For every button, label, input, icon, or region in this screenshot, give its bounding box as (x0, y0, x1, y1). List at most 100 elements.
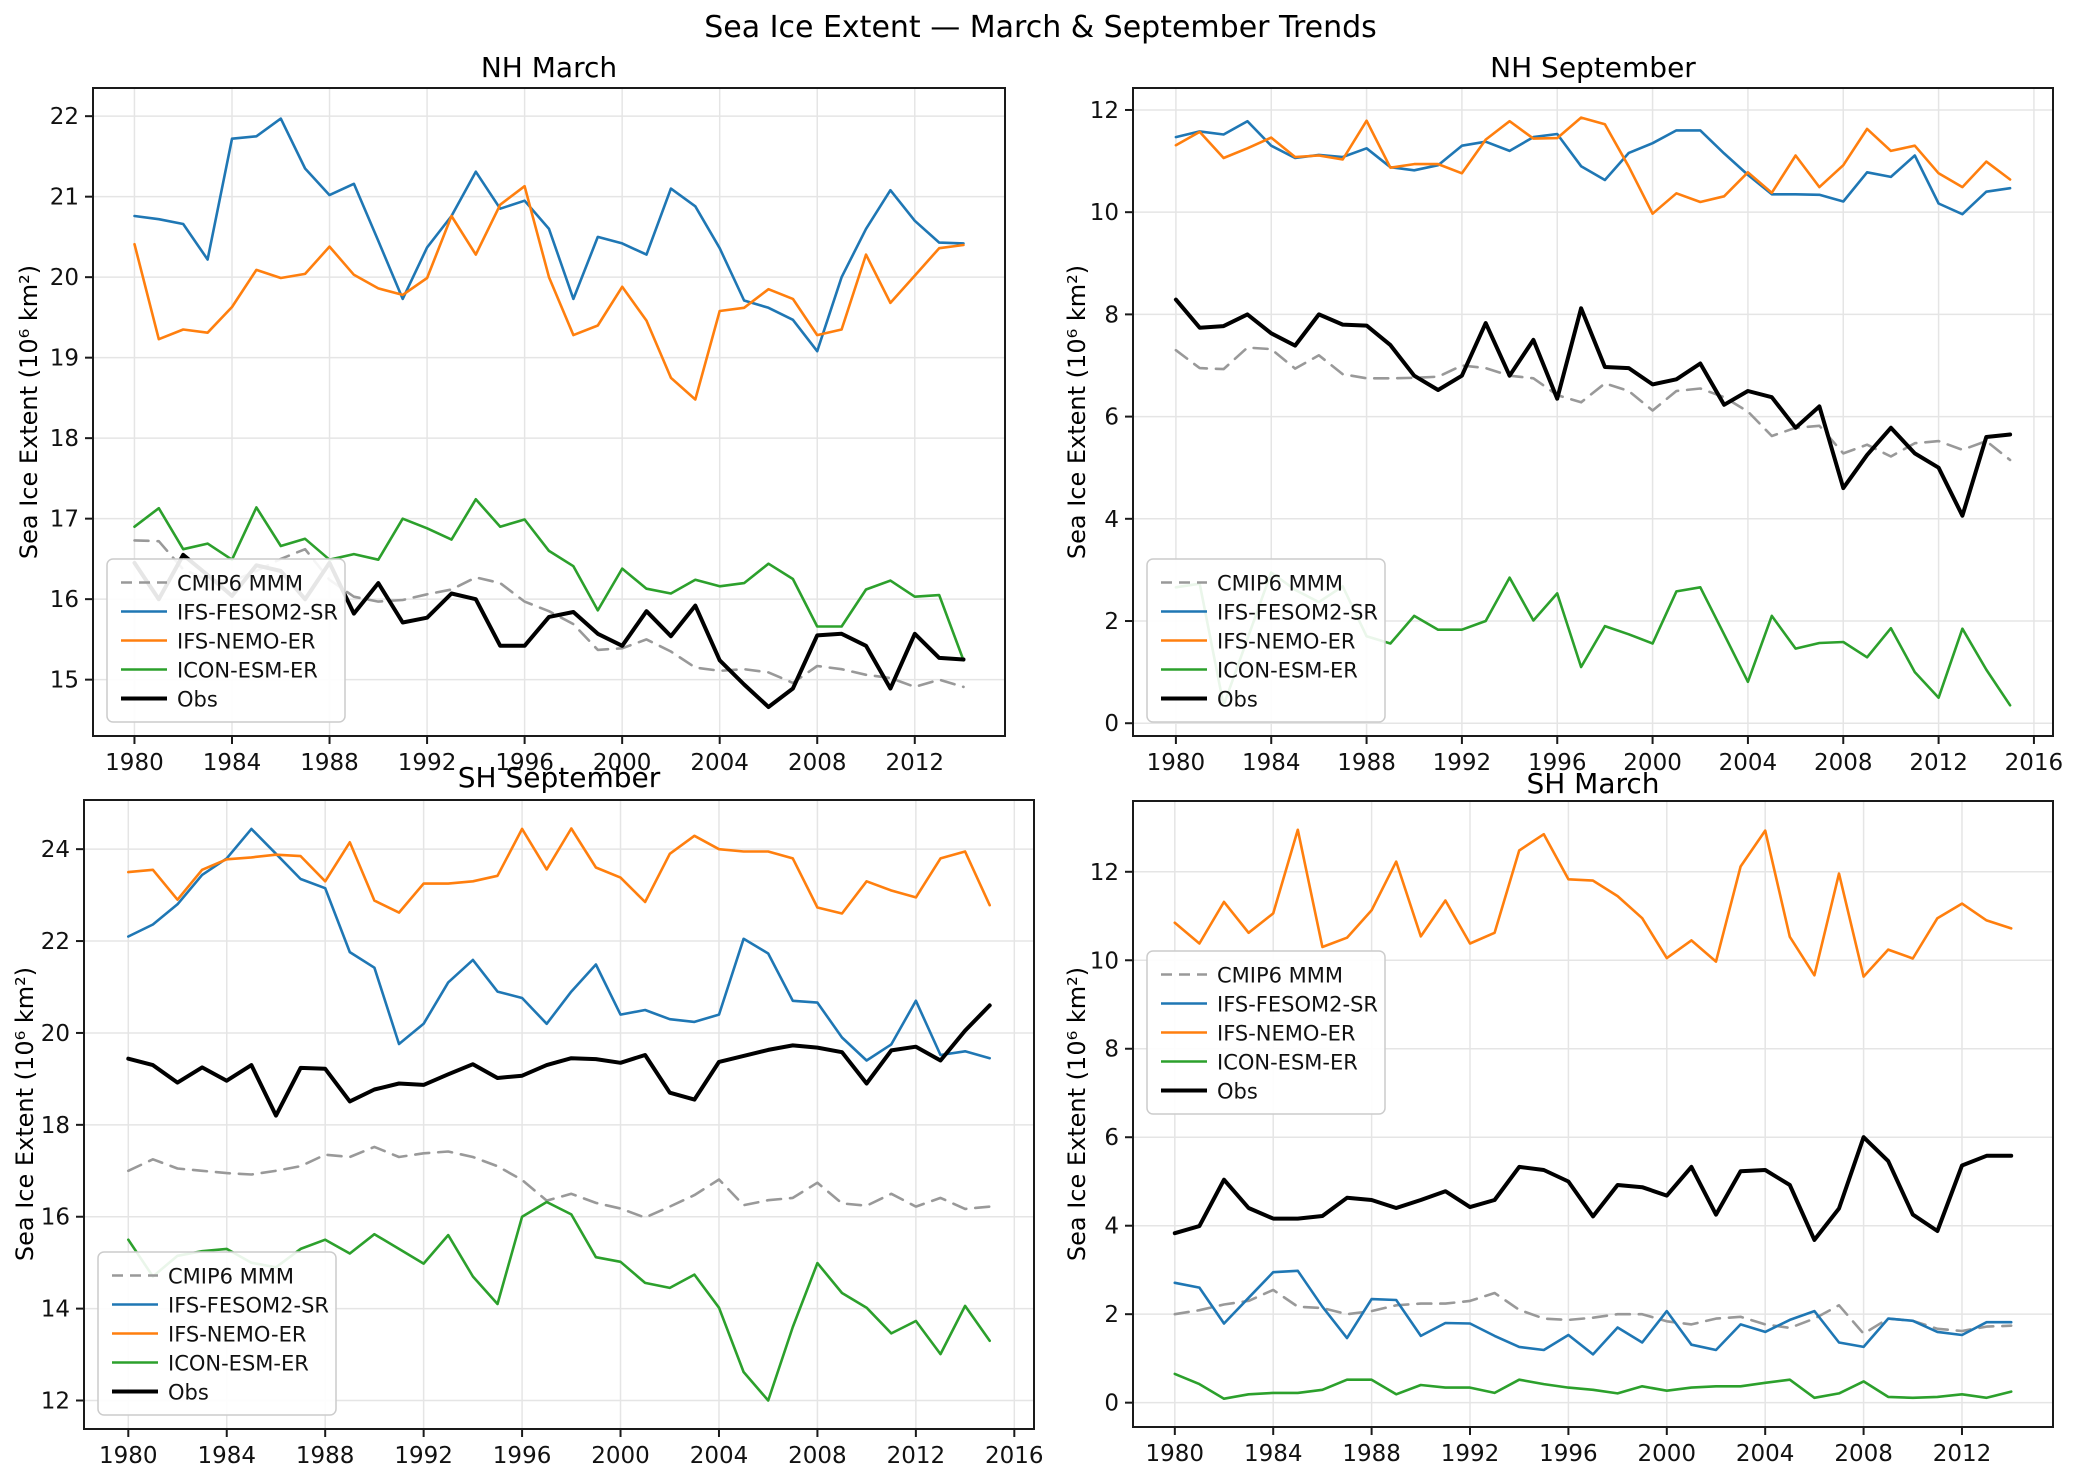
figure-title: Sea Ice Extent — March & September Trend… (704, 10, 1377, 45)
legend-label-icon-esm-er: ICON-ESM-ER (168, 1352, 309, 1376)
x-tick-label: 2000 (591, 1443, 650, 1469)
x-tick-label: 1980 (1146, 1441, 1205, 1467)
x-axis: 1980 1984 1988 1992 1996 2000 2004 2008 2012 2016 (99, 1429, 1044, 1469)
y-tick-label: 6 (1104, 405, 1119, 431)
x-tick-label: 2012 (1933, 1441, 1992, 1467)
y-tick-label: 10 (1090, 200, 1119, 226)
axes-spines (1132, 800, 2054, 1428)
panel-nh-march: NH March Sea Ice Extent (10⁶ km²) 1980 19… (0, 45, 1040, 776)
panel-title-nh-september: NH September (1490, 51, 1696, 84)
panel-nh-september: NH September Sea Ice Extent (10⁶ km²) 19… (1040, 45, 2081, 776)
series-line-ifs-nemo-er (1173, 828, 2013, 978)
y-tick-label: 10 (1090, 948, 1119, 974)
y-tick-label: 16 (41, 1205, 70, 1231)
legend-label-icon-esm-er: ICON-ESM-ER (177, 659, 318, 683)
series-line-cmip6-mmm (133, 539, 965, 689)
x-tick-label: 2012 (1909, 750, 1968, 776)
y-tick-label: 2 (1104, 1302, 1119, 1328)
legend-label-ifs-fesom2-sr: IFS-FESOM2-SR (177, 601, 338, 625)
y-tick-label: 2 (1104, 609, 1119, 635)
legend-label-cmip6-mmm: CMIP6 MMM (177, 572, 303, 596)
legend-label-obs: Obs (1217, 688, 1258, 712)
legend-label-ifs-fesom2-sr: IFS-FESOM2-SR (1217, 993, 1378, 1017)
series-line-ifs-fesom2-sr (127, 827, 992, 1062)
x-tick-label: 1992 (394, 1443, 453, 1469)
y-tick-label: 12 (1090, 98, 1119, 124)
x-tick-label: 1996 (493, 1443, 552, 1469)
series-line-ifs-fesom2-sr (1174, 119, 2012, 216)
series-line-ifs-nemo-er (133, 184, 965, 401)
x-axis: 1980 1984 1988 1992 1996 2000 2004 2008 2012 (1146, 1427, 1992, 1467)
x-tick-label: 1992 (398, 750, 457, 776)
x-tick-label: 1984 (1244, 1441, 1303, 1467)
legend-label-ifs-fesom2-sr: IFS-FESOM2-SR (1217, 601, 1378, 625)
y-tick-label: 6 (1104, 1125, 1119, 1151)
x-tick-label: 2012 (886, 750, 945, 776)
x-tick-label: 2012 (887, 1443, 946, 1469)
y-tick-label: 14 (41, 1297, 70, 1323)
series-line-ifs-fesom2-sr (133, 117, 965, 353)
panel-title-sh-september: SH September (457, 761, 661, 794)
legend-label-ifs-nemo-er: IFS-NEMO-ER (1217, 630, 1355, 654)
grid (1133, 88, 2053, 736)
series-line-icon-esm-er (1173, 1372, 2013, 1401)
y-tick-label: 19 (50, 346, 79, 372)
series-line-obs (1173, 297, 2013, 518)
x-tick-label: 2008 (1814, 750, 1873, 776)
y-tick-label: 12 (1090, 860, 1119, 886)
legend-label-ifs-nemo-er: IFS-NEMO-ER (1217, 1022, 1355, 1046)
legend-label-ifs-nemo-er: IFS-NEMO-ER (177, 630, 315, 654)
panel-sh-september: SH September Sea Ice Extent (10⁶ km²) 19… (0, 745, 1044, 1476)
y-tick-label: 21 (50, 185, 79, 211)
panel-title-sh-march: SH March (1526, 767, 1660, 800)
x-tick-label: 2000 (1638, 1441, 1697, 1467)
legend-label-cmip6-mmm: CMIP6 MMM (168, 1265, 294, 1289)
y-tick-label: 20 (41, 1021, 70, 1047)
x-axis: 1980 1984 1988 1992 1996 2000 2004 2008 2012 2016 (1147, 736, 2064, 776)
legend-label-obs: Obs (168, 1381, 209, 1405)
x-tick-label: 1984 (197, 1443, 256, 1469)
y-axis: 0 2 4 6 8 10 12 (1090, 860, 1133, 1417)
x-tick-label: 1988 (1342, 1441, 1401, 1467)
panel-title-nh-march: NH March (480, 51, 618, 84)
series-line-cmip6-mmm (1173, 1288, 2013, 1336)
y-tick-label: 12 (41, 1389, 70, 1415)
y-tick-label: 22 (41, 929, 70, 955)
chart-canvas-sh-march: 1980 1984 1988 1992 1996 2000 2004 2008 2012 0 2 4 6… (1090, 800, 2054, 1467)
x-tick-label: 1988 (300, 750, 359, 776)
x-tick-label: 2000 (1623, 750, 1682, 776)
x-tick-label: 2008 (788, 1443, 847, 1469)
y-axis: 0 2 4 6 8 10 12 (1090, 98, 1133, 737)
legend-label-icon-esm-er: ICON-ESM-ER (1217, 659, 1358, 683)
series-line-obs (1172, 1135, 2014, 1242)
legend: CMIP6 MMM IFS-FESOM2-SR IFS-NEMO-ER ICON-ES… (1146, 558, 1386, 723)
y-tick-label: 24 (41, 837, 70, 863)
y-tick-label: 18 (50, 426, 79, 452)
legend-label-obs: Obs (177, 688, 218, 712)
series-line-ifs-nemo-er (127, 827, 992, 915)
legend-label-icon-esm-er: ICON-ESM-ER (1217, 1051, 1358, 1075)
legend-label-obs: Obs (1217, 1080, 1258, 1104)
y-tick-label: 0 (1104, 711, 1119, 737)
axes-spines (1132, 87, 2054, 737)
series-line-cmip6-mmm (1174, 346, 2012, 462)
y-tick-label: 20 (50, 265, 79, 291)
x-tick-label: 2016 (2005, 750, 2064, 776)
x-axis: 1980 1984 1988 1992 1996 2000 2004 2008 2012 (105, 736, 944, 776)
x-tick-label: 1992 (1433, 750, 1492, 776)
x-tick-label: 1992 (1441, 1441, 1500, 1467)
legend-label-cmip6-mmm: CMIP6 MMM (1217, 572, 1343, 596)
legend-label-cmip6-mmm: CMIP6 MMM (1217, 964, 1343, 988)
y-tick-label: 16 (50, 587, 79, 613)
x-tick-label: 2000 (593, 750, 652, 776)
legend: CMIP6 MMM IFS-FESOM2-SR IFS-NEMO-ER ICON-ES… (106, 558, 346, 723)
legend: CMIP6 MMM IFS-FESOM2-SR IFS-NEMO-ER ICON-ES… (97, 1251, 337, 1416)
x-tick-label: 2004 (690, 1443, 749, 1469)
axes-spines (83, 799, 1035, 1430)
legend-label-ifs-fesom2-sr: IFS-FESOM2-SR (168, 1294, 329, 1318)
y-tick-label: 22 (50, 104, 79, 130)
series-line-icon-esm-er (133, 497, 965, 662)
series-line-obs (126, 1003, 992, 1118)
series-line-ifs-nemo-er (1174, 116, 2012, 215)
y-tick-label: 15 (50, 668, 79, 694)
